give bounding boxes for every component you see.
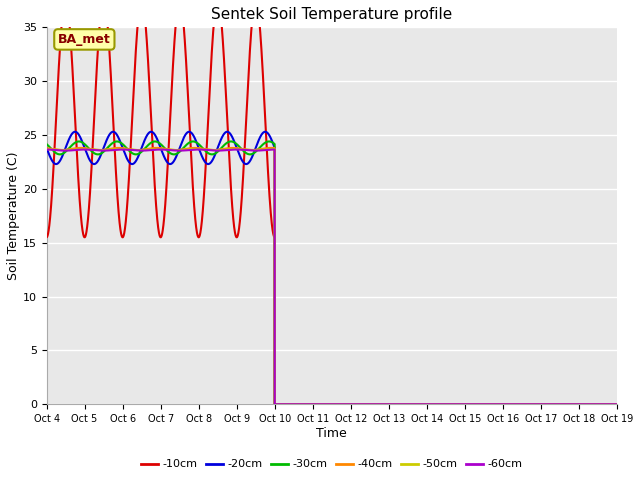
- X-axis label: Time: Time: [316, 427, 347, 440]
- Legend: -10cm, -20cm, -30cm, -40cm, -50cm, -60cm: -10cm, -20cm, -30cm, -40cm, -50cm, -60cm: [136, 455, 527, 474]
- Y-axis label: Soil Temperature (C): Soil Temperature (C): [7, 152, 20, 280]
- Text: BA_met: BA_met: [58, 33, 111, 46]
- Title: Sentek Soil Temperature profile: Sentek Soil Temperature profile: [211, 7, 452, 22]
